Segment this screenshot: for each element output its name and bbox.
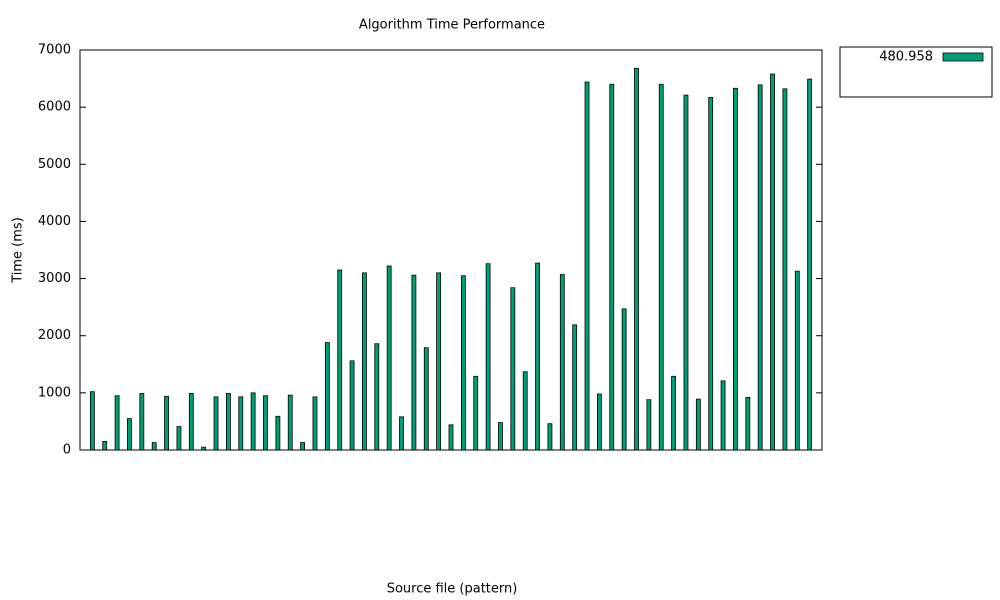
y-tick-label: 4000 bbox=[38, 214, 71, 229]
bar bbox=[807, 78, 813, 451]
bar bbox=[634, 67, 639, 451]
bar bbox=[436, 272, 442, 451]
bar bbox=[621, 308, 627, 451]
bar bbox=[423, 347, 429, 451]
bar bbox=[708, 97, 714, 451]
bar bbox=[683, 94, 689, 451]
bar bbox=[114, 395, 120, 451]
bar bbox=[238, 396, 244, 451]
y-tick-label: 2000 bbox=[38, 328, 71, 343]
bar bbox=[275, 415, 281, 451]
bar bbox=[757, 84, 763, 451]
bar bbox=[794, 270, 800, 451]
bar bbox=[448, 424, 454, 451]
bar bbox=[324, 342, 330, 451]
bar bbox=[399, 416, 404, 451]
bar bbox=[89, 391, 95, 451]
bar bbox=[102, 441, 108, 451]
bar bbox=[225, 393, 231, 451]
bar bbox=[349, 360, 355, 451]
bar bbox=[498, 422, 503, 451]
bar bbox=[188, 393, 194, 451]
chart-title: Algorithm Time Performance bbox=[359, 18, 545, 33]
bar bbox=[139, 393, 145, 451]
bar bbox=[151, 442, 157, 451]
bar bbox=[411, 274, 417, 451]
y-tick-label: 3000 bbox=[38, 271, 71, 286]
bar bbox=[213, 396, 219, 451]
bar bbox=[733, 87, 738, 451]
bar bbox=[287, 394, 293, 451]
bar bbox=[547, 423, 553, 451]
bar bbox=[362, 272, 367, 451]
bar bbox=[386, 265, 392, 451]
bar bbox=[337, 269, 343, 451]
bar bbox=[597, 393, 602, 451]
y-axis-label: Time (ms) bbox=[11, 217, 26, 284]
bar bbox=[695, 398, 701, 451]
bar bbox=[127, 418, 132, 451]
bar bbox=[720, 380, 726, 451]
bar bbox=[460, 275, 466, 451]
bar bbox=[510, 287, 516, 451]
bar bbox=[745, 397, 751, 451]
y-tick-label: 6000 bbox=[38, 100, 71, 115]
bar bbox=[522, 371, 528, 451]
y-tick-label: 7000 bbox=[38, 43, 71, 58]
bar bbox=[535, 262, 540, 451]
bar bbox=[770, 73, 775, 451]
x-axis-label: Source file (pattern) bbox=[387, 582, 518, 597]
bar bbox=[250, 392, 256, 451]
bar bbox=[609, 83, 615, 451]
bar bbox=[646, 399, 652, 451]
bar bbox=[782, 88, 788, 451]
bar bbox=[176, 426, 182, 451]
legend-box bbox=[839, 46, 993, 98]
legend-swatch bbox=[942, 52, 984, 62]
y-tick-label: 1000 bbox=[38, 385, 71, 400]
bar bbox=[559, 274, 565, 451]
legend-label: 480.958 bbox=[879, 50, 933, 65]
bar bbox=[658, 83, 664, 451]
bar bbox=[201, 446, 207, 451]
bar bbox=[473, 375, 479, 451]
y-tick-label: 5000 bbox=[38, 157, 71, 172]
bar bbox=[584, 81, 590, 451]
bar bbox=[300, 442, 306, 451]
y-tick-label: 0 bbox=[63, 443, 71, 458]
bar bbox=[485, 263, 491, 451]
bar bbox=[572, 324, 578, 451]
bar bbox=[164, 395, 169, 451]
bar bbox=[312, 396, 318, 451]
bar bbox=[374, 343, 380, 451]
bar bbox=[671, 375, 676, 451]
bar bbox=[263, 395, 268, 451]
